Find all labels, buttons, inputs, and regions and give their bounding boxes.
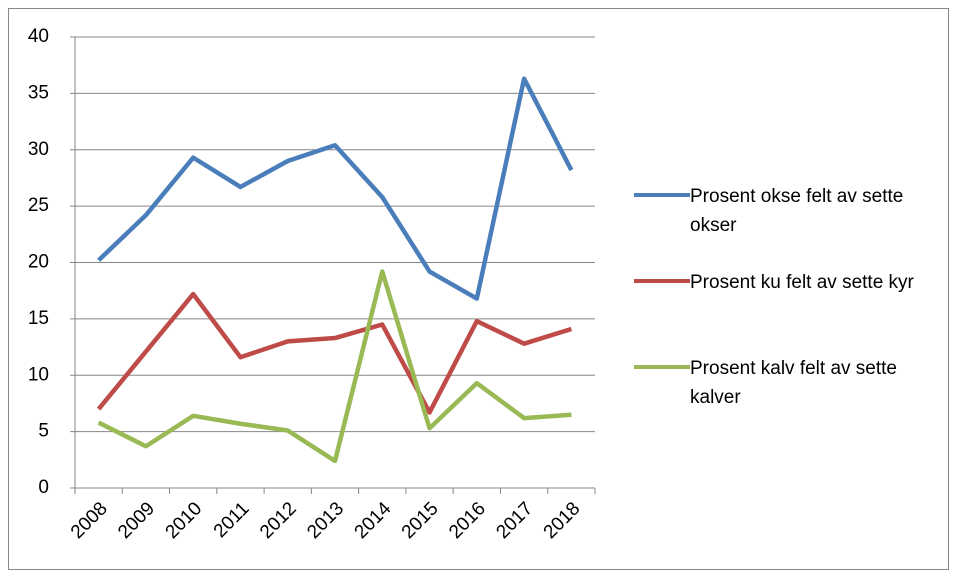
legend-swatch [634,279,690,283]
series-line [97,269,572,464]
chart-border [8,8,949,570]
legend-item: Prosent okse felt av sette okser [634,182,954,240]
legend-swatch [634,193,690,197]
y-tick-label: 10 [28,364,49,385]
y-tick-label: 0 [38,477,49,498]
x-tick-label: 2008 [67,498,112,543]
x-tick-label: 2017 [492,498,537,543]
legend-label: Prosent kalv felt av sette kalver [690,358,897,408]
y-tick-label: 35 [28,82,49,103]
y-tick-label: 40 [28,26,49,47]
legend-label: Prosent okse felt av sette okser [690,186,904,236]
series-line [97,76,574,301]
y-tick-label: 20 [28,252,49,273]
x-tick-label: 2014 [351,498,396,543]
legend-label: Prosent ku felt av sette kyr [690,272,914,293]
x-tick-label: 2009 [114,498,159,543]
x-tick-label: 2018 [540,498,585,543]
y-tick-label: 30 [28,139,49,160]
x-tick-label: 2013 [303,498,348,543]
x-tick-label: 2010 [162,498,207,543]
series-line [96,291,573,415]
x-tick-label: 2015 [398,498,443,543]
x-tick-label: 2011 [210,498,254,542]
y-tick-label: 5 [38,421,49,442]
legend-item: Prosent kalv felt av sette kalver [634,354,954,412]
y-tick-label: 15 [28,308,49,329]
x-tick-label: 2016 [445,498,490,543]
legend-item: Prosent ku felt av sette kyr [634,268,954,297]
y-tick-label: 25 [28,195,49,216]
legend-swatch [634,365,690,369]
x-tick-label: 2012 [256,498,301,543]
